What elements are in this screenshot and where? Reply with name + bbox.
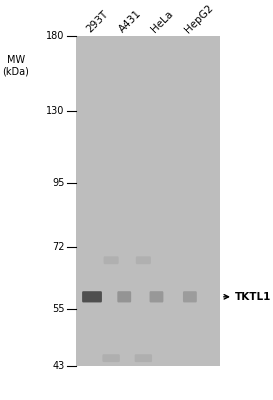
Bar xyxy=(76,36,220,366)
Text: 55: 55 xyxy=(52,304,64,314)
Text: HeLa: HeLa xyxy=(149,9,175,34)
Text: 130: 130 xyxy=(46,106,64,116)
FancyBboxPatch shape xyxy=(82,291,102,302)
FancyBboxPatch shape xyxy=(103,256,119,264)
FancyBboxPatch shape xyxy=(150,291,164,302)
Text: 95: 95 xyxy=(52,178,64,188)
Text: MW
(kDa): MW (kDa) xyxy=(2,55,29,77)
Text: 293T: 293T xyxy=(85,9,111,34)
FancyBboxPatch shape xyxy=(102,354,120,362)
Text: TKTL1: TKTL1 xyxy=(235,292,272,302)
Text: HepG2: HepG2 xyxy=(183,2,215,34)
FancyBboxPatch shape xyxy=(183,291,197,302)
Text: 72: 72 xyxy=(52,242,64,252)
Text: 43: 43 xyxy=(52,361,64,371)
FancyBboxPatch shape xyxy=(136,256,151,264)
Text: 180: 180 xyxy=(46,31,64,41)
Text: A431: A431 xyxy=(117,8,143,34)
FancyBboxPatch shape xyxy=(135,354,152,362)
FancyBboxPatch shape xyxy=(117,291,131,302)
